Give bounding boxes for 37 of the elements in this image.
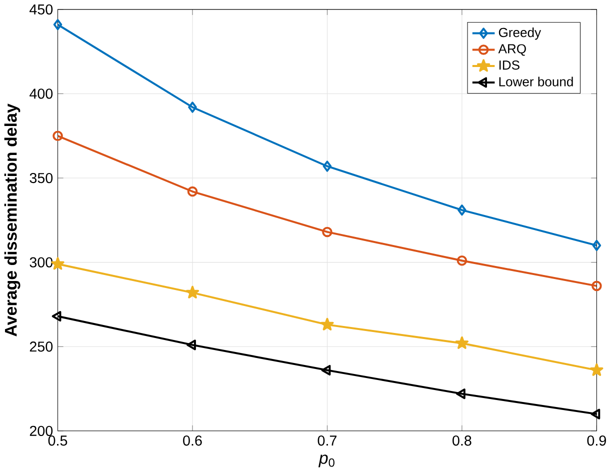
- y-tick-label: 450: [30, 4, 53, 15]
- x-axis-title: p$_{0}$: [318, 454, 334, 468]
- legend-label: IDS: [499, 60, 520, 70]
- y-tick-label: 400: [30, 88, 53, 99]
- legend-label: Greedy: [498, 28, 542, 40]
- point: [52, 311, 62, 322]
- y-tick-label: 200: [30, 426, 53, 436]
- point: [456, 388, 466, 400]
- legend-label: ARQ: [498, 44, 526, 56]
- point: [187, 186, 198, 197]
- point: [456, 256, 468, 266]
- point: [455, 336, 469, 350]
- point: [458, 204, 466, 216]
- point: [53, 19, 62, 30]
- point: [590, 408, 600, 420]
- x-tick-label: 0.8: [452, 436, 472, 446]
- x-tick-label: 0.9: [587, 436, 606, 446]
- point: [188, 102, 197, 113]
- y-tick-label: 350: [30, 173, 53, 184]
- point: [52, 130, 63, 142]
- legend-label: Lower bound: [499, 76, 573, 87]
- point: [322, 226, 332, 238]
- point: [320, 318, 334, 331]
- point: [51, 257, 64, 270]
- point: [592, 240, 602, 252]
- x-tick-label: 0.5: [48, 436, 68, 446]
- y-tick-label: 250: [30, 342, 53, 352]
- y-tick-label: 300: [30, 257, 53, 268]
- point: [186, 286, 200, 299]
- point: [186, 340, 196, 350]
- point: [322, 160, 332, 172]
- x-tick-label: 0.7: [318, 436, 336, 446]
- point: [590, 364, 604, 376]
- point: [592, 280, 602, 292]
- point: [321, 365, 331, 376]
- x-tick-label: 0.6: [183, 436, 202, 446]
- y-axis-title: Average dissemination delay: [4, 104, 20, 337]
